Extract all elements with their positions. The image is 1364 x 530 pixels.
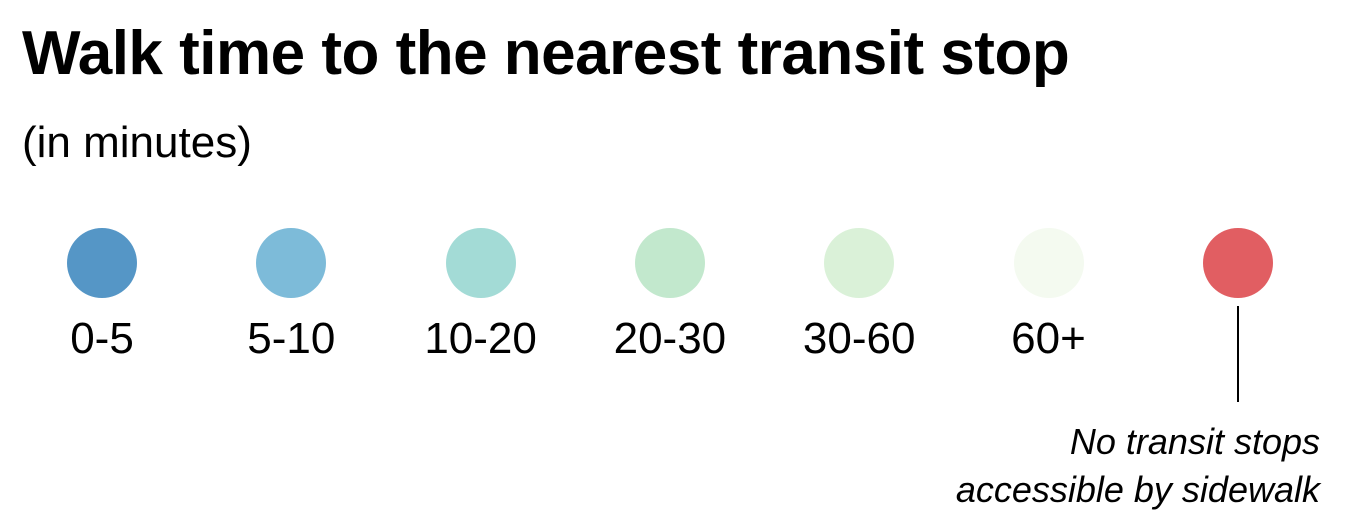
legend-swatch-1 — [67, 228, 137, 298]
chart-subtitle: (in minutes) — [22, 118, 252, 167]
legend-swatch-5 — [824, 228, 895, 298]
legend-swatch-7 — [1202, 228, 1273, 298]
legend-label-5: 30-60 — [802, 314, 916, 363]
no-sidewalk-annotation: No transit stops accessible by sidewalk — [956, 418, 1320, 514]
legend-swatch-4 — [634, 228, 705, 298]
annotation-leader-line — [1236, 306, 1239, 402]
legend-label-3: 10-20 — [424, 314, 537, 363]
legend-swatch-3 — [445, 228, 516, 298]
annotation-line-2: accessible by sidewalk — [955, 469, 1320, 510]
legend-label-1: 0-5 — [70, 314, 134, 363]
legend-label-6: 60+ — [1011, 314, 1086, 363]
legend-swatch-2 — [256, 228, 327, 298]
legend-label-2: 5-10 — [247, 314, 336, 363]
annotation-line-1: No transit stops — [1069, 421, 1320, 462]
legend-swatch-6 — [1013, 228, 1084, 298]
chart-title: Walk time to the nearest transit stop — [22, 19, 1070, 88]
legend-label-4: 20-30 — [613, 314, 727, 363]
